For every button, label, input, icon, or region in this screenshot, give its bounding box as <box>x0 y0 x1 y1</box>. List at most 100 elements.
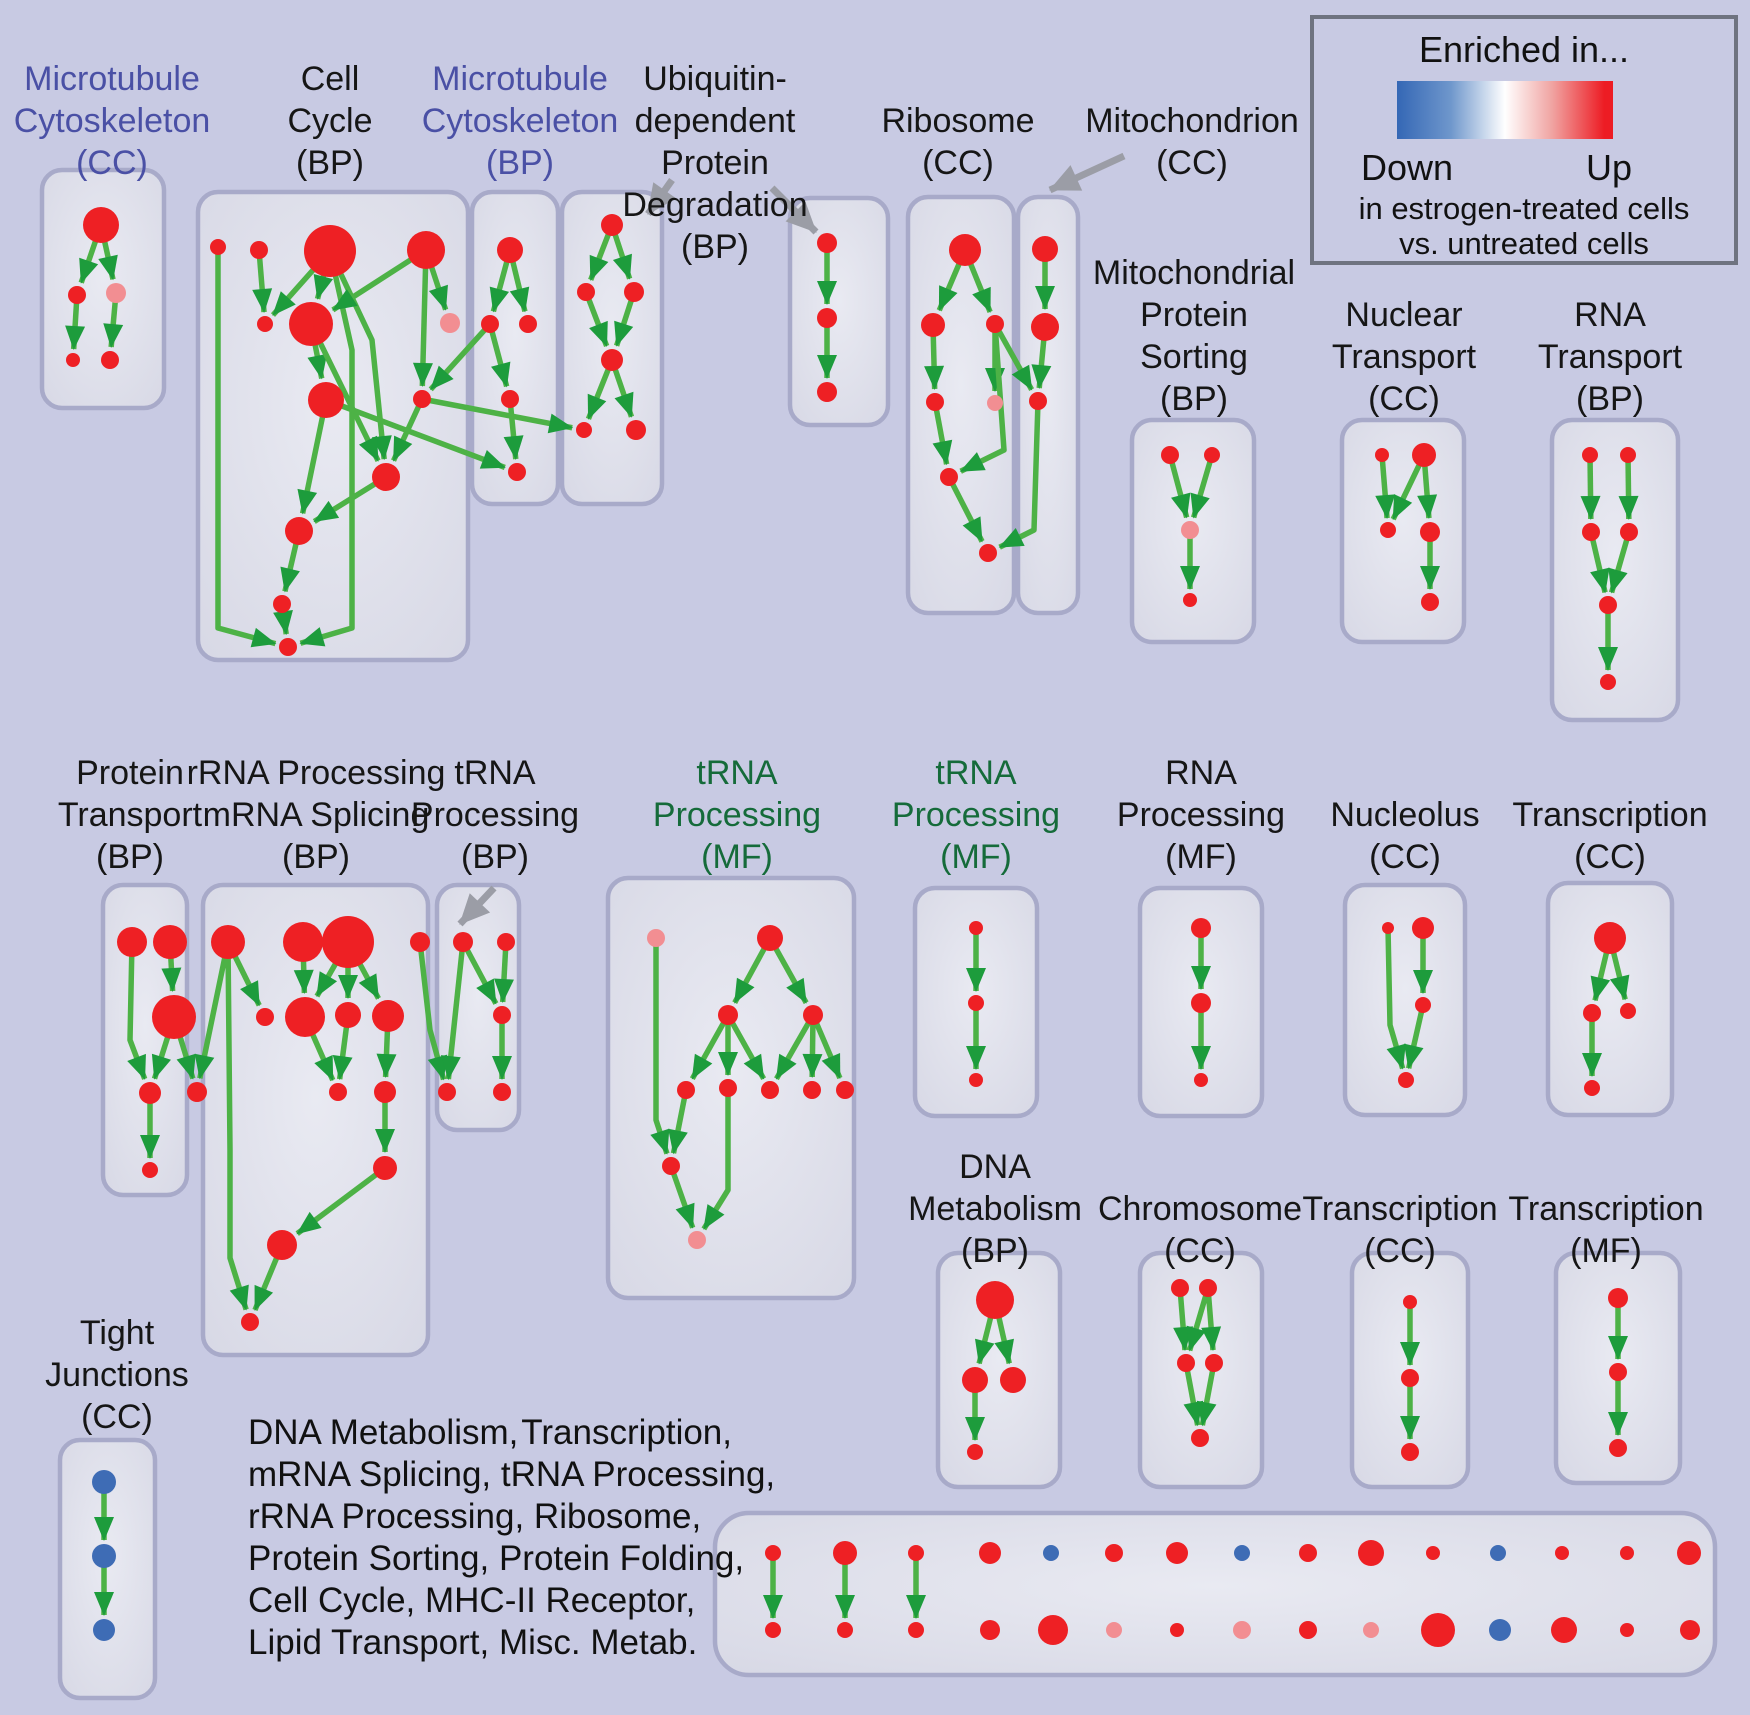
rna-transport-label: RNA Transport (BP) <box>1450 294 1750 420</box>
hierarchy-edge-arrow <box>810 1013 843 1080</box>
go-term-node <box>407 231 445 269</box>
go-term-node <box>1358 1540 1384 1566</box>
go-term-node <box>817 382 837 402</box>
mitochondrion-label-line: (CC) <box>1156 144 1228 182</box>
cluster-box-nuclear-transport <box>1339 417 1467 645</box>
hierarchy-edge-arrow <box>998 400 1041 550</box>
trna-mf-2-label-line: (MF) <box>940 838 1012 876</box>
tight-junctions-label-line: Tight <box>79 1314 155 1352</box>
go-term-node <box>1609 1363 1627 1381</box>
dna-metabolism-label-line: (BP) <box>961 1232 1029 1270</box>
go-term-node <box>949 234 981 266</box>
go-term-node <box>1620 1546 1634 1560</box>
go-term-node <box>1582 447 1598 463</box>
hierarchy-edge-arrow <box>992 322 1035 391</box>
microtubule-cc-label-line: (CC) <box>76 144 148 182</box>
hierarchy-edge-arrow <box>774 1013 816 1081</box>
go-term-node <box>250 241 268 259</box>
rrna-mrna-label-line: (BP) <box>282 838 350 876</box>
protein-transport-label-line: Protein <box>76 754 184 792</box>
mito-sorting-label-line: Sorting <box>1140 338 1248 376</box>
go-term-node <box>1421 593 1439 611</box>
go-term-node <box>577 283 595 301</box>
cell-cycle-label-line: (BP) <box>296 144 364 182</box>
go-term-node <box>493 1083 511 1101</box>
go-term-node <box>493 1006 511 1024</box>
transcription-cc-2-label: Transcription (CC) <box>1240 1188 1560 1272</box>
go-term-node <box>601 214 623 236</box>
microtubule-bp-label-line: Cytoskeleton <box>421 102 619 140</box>
go-term-node <box>836 1081 854 1099</box>
hierarchy-edge-arrow <box>194 941 231 1080</box>
hierarchy-edge-arrow <box>1608 531 1632 594</box>
nuclear-transport-label-line: (CC) <box>1368 380 1440 418</box>
go-term-node <box>481 315 499 333</box>
nucleolus-label: Nucleolus (CC) <box>1245 794 1565 878</box>
mito-sorting-label-line: Protein <box>1140 296 1248 334</box>
mitochondrion-label-line: Mitochondrion <box>1085 102 1299 140</box>
go-term-node <box>962 1367 988 1393</box>
cell-cycle-label-line: Cycle <box>287 102 373 140</box>
ubiquitin-label-line: dependent <box>634 102 796 140</box>
go-term-node <box>1584 1080 1600 1096</box>
trna-mf-2-label-line: tRNA <box>935 754 1017 792</box>
transcription-cc-2-label-line: (CC) <box>1364 1232 1436 1270</box>
go-term-node <box>1382 922 1394 934</box>
go-term-node <box>256 1008 274 1026</box>
go-term-node <box>1608 1288 1628 1308</box>
hierarchy-edge-arrow <box>1196 1362 1217 1427</box>
go-term-node <box>139 1082 161 1104</box>
hierarchy-edge-arrow <box>1173 1287 1194 1352</box>
go-term-node <box>410 932 430 952</box>
cluster-box-chromosome <box>1137 1250 1265 1490</box>
go-term-node <box>926 393 944 411</box>
legend-up-label: Up <box>1585 147 1633 188</box>
ubiquitin-label: Ubiquitin-dependent Protein Degradation (BP… <box>555 58 875 268</box>
go-term-node <box>1401 1443 1419 1461</box>
hierarchy-edge-arrow <box>1186 1287 1211 1352</box>
rna-transport-label-line: Transport <box>1537 338 1683 376</box>
trna-mf-1-label-line: (MF) <box>701 838 773 876</box>
go-term-node <box>967 1444 983 1460</box>
go-term-node <box>1609 1439 1627 1457</box>
trna-bp-label-line: (BP) <box>461 838 529 876</box>
go-term-node <box>1183 593 1197 607</box>
transcription-cc-1-label-line: Transcription <box>1512 796 1708 834</box>
go-term-node <box>1299 1544 1317 1562</box>
ubiquitin-label-line: (BP) <box>681 228 749 266</box>
hierarchy-edge-arrow <box>650 938 670 1155</box>
go-term-node <box>1620 1003 1636 1019</box>
legend-box: Enriched in... Down Up in estrogen-treat… <box>1310 15 1738 265</box>
ubiquitin-label-line: Degradation <box>622 186 808 224</box>
go-term-node <box>1412 443 1436 467</box>
go-term-node <box>93 1619 115 1641</box>
hierarchy-edge-arrow <box>417 941 448 1081</box>
go-term-node <box>153 925 187 959</box>
hierarchy-edge-arrow <box>725 1013 767 1081</box>
hierarchy-edge-arrow <box>460 940 499 1005</box>
hierarchy-edge-arrow <box>1190 454 1215 519</box>
go-term-node <box>940 468 958 486</box>
go-term-node <box>372 1000 404 1032</box>
microtubule-bp-label-line: Microtubule <box>432 60 608 98</box>
go-term-node <box>374 1081 396 1103</box>
nuclear-transport-label-line: Nuclear <box>1345 296 1463 334</box>
ubiquitin-label-line: Protein <box>661 144 769 182</box>
footnote-line: Lipid Transport, Misc. Metab. <box>248 1623 698 1662</box>
go-term-node <box>761 1081 779 1099</box>
ribosome-label-line: Ribosome <box>881 102 1035 140</box>
rna-processing-mf-label-line: RNA <box>1165 754 1237 792</box>
cell-cycle-label-line: Cell <box>300 60 360 98</box>
cluster-box-microtubule-cc <box>39 167 167 411</box>
nuclear-transport-label-line: Transport <box>1331 338 1477 376</box>
hierarchy-edge-arrow <box>946 475 985 543</box>
go-term-node <box>601 349 623 371</box>
trna-mf-1-label-line: Processing <box>652 796 822 834</box>
legend-title: Enriched in... <box>1418 29 1630 70</box>
dna-metabolism-label: DNA Metabolism (BP) <box>835 1146 1155 1272</box>
cluster-box-transcription-cc-1 <box>1545 880 1675 1118</box>
go-term-node <box>1161 446 1179 464</box>
go-term-node <box>335 1002 361 1028</box>
tight-junctions-label: Tight Junctions (CC) <box>0 1312 277 1438</box>
hierarchy-edge-arrow <box>959 323 1007 474</box>
